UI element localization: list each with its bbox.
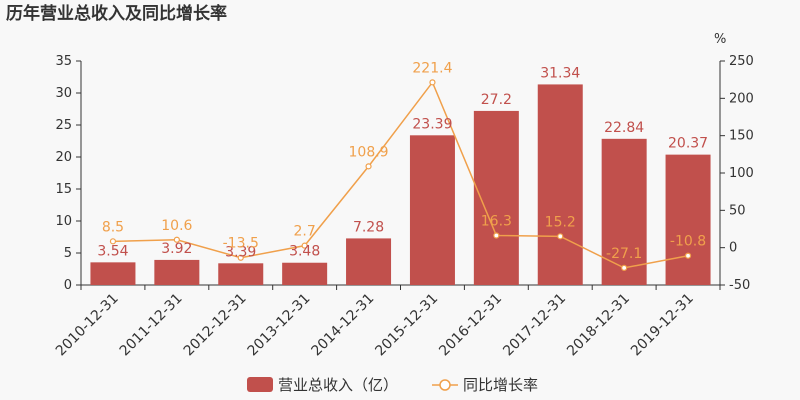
x-tick-label: 2017-12-31 [500,291,569,360]
x-tick-label: 2018-12-31 [564,291,633,360]
growth-value-label: 108.9 [349,144,389,160]
y-left-tick-label: 0 [64,278,72,293]
growth-value-label: 15.2 [545,214,576,230]
legend-item-revenue[interactable]: 营业总收入（亿） [247,376,398,394]
y-right-tick-label: 200 [729,91,754,106]
x-tick-label: 2012-12-31 [181,291,250,360]
bar-value-label: 20.37 [668,136,708,152]
bar [409,135,455,285]
legend-swatch-revenue [247,377,273,392]
x-tick-label: 2010-12-31 [53,291,122,360]
y-left-tick-label: 20 [55,150,72,165]
y-left-tick-label: 5 [64,246,72,261]
bar-value-label: 31.34 [540,65,580,81]
bar-series [90,84,711,285]
growth-value-label: -10.8 [670,234,706,250]
y-right-tick-label: 0 [729,241,737,256]
bar-value-label: 27.2 [481,92,512,108]
bar [90,262,136,285]
bar-value-label: 3.54 [97,243,128,259]
legend-label-revenue: 营业总收入（亿） [278,376,398,394]
growth-point [301,242,308,249]
growth-value-label: 2.7 [294,224,316,240]
y-right-tick-label: 250 [729,54,754,69]
x-tick-label: 2015-12-31 [372,291,441,360]
growth-value-label: 8.5 [102,219,124,235]
y-left-tick-label: 35 [55,54,72,69]
growth-point [173,236,180,243]
growth-value-label: -13.5 [223,236,259,252]
y-left-tick-label: 25 [55,118,72,133]
bar [218,263,264,285]
bar-value-label: 3.39 [225,244,256,260]
y-left-tick-label: 30 [55,86,72,101]
bar [154,259,200,285]
bar [665,154,711,285]
legend[interactable]: 营业总收入（亿） 同比增长率 [247,376,538,394]
line-series [109,79,692,272]
y-right-tick-label: 150 [729,129,754,144]
growth-point [621,264,628,272]
bar-value-label: 22.84 [604,120,644,136]
legend-label-growth: 同比增长率 [463,376,538,394]
growth-point [429,79,436,86]
growth-point [365,163,372,170]
growth-value-label: 10.6 [161,218,192,234]
x-tick-label: 2016-12-31 [436,291,505,360]
x-tick-label: 2013-12-31 [245,291,314,360]
legend-marker-growth [439,379,451,391]
y-right-tick-label: 50 [729,203,746,218]
x-tick-label: 2014-12-31 [309,291,378,360]
growth-point [493,232,500,239]
growth-point [557,233,564,240]
data-labels: 3.54 3.92 3.39 3.48 7.28 23.39 27.2 31.34 22.84 2… [97,60,708,262]
growth-line [112,80,689,269]
bar-value-label: 23.39 [412,116,452,132]
x-tick-label: 2019-12-31 [628,291,697,360]
bar-value-label: 7.28 [353,219,384,235]
x-tick-label: 2011-12-31 [117,291,186,360]
bar [601,138,647,285]
y-left-tick-label: 10 [55,214,72,229]
growth-value-label: 16.3 [481,213,512,229]
growth-point [237,254,244,261]
growth-value-label: -27.1 [606,246,642,262]
y-left-tick-label: 15 [55,182,72,197]
y-right-tick-label: 100 [729,166,754,181]
axes: 0 5 10 15 20 25 30 35 -50 0 50 100 150 200 250 2010-12-… [53,54,754,359]
bar-value-label: 3.92 [161,241,192,257]
legend-item-growth[interactable]: 同比增长率 [432,376,538,394]
bar-value-label: 3.48 [289,244,320,260]
growth-value-label: 221.4 [412,60,452,76]
growth-point [109,238,117,245]
right-axis-unit: % [714,32,726,47]
bar [537,84,583,285]
bar [346,238,392,285]
bar [282,262,328,285]
growth-point [684,252,692,259]
y-right-tick-label: -50 [729,278,750,293]
chart-title: 历年营业总收入及同比增长率 [6,3,227,24]
